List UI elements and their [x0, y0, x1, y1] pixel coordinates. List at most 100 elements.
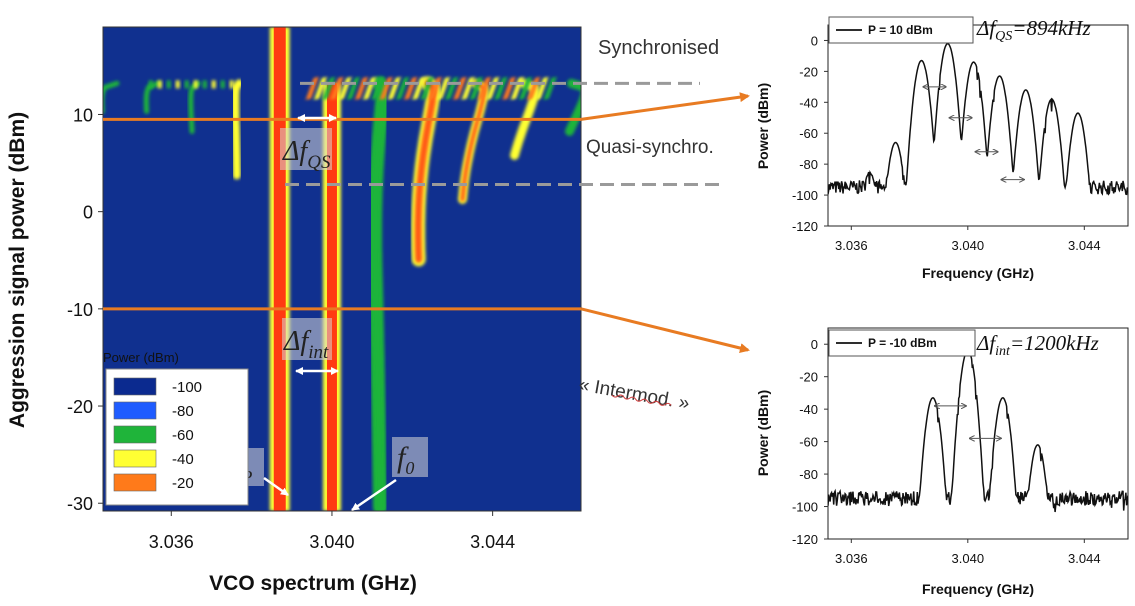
- annotation-df-int: Δfint: [282, 318, 339, 375]
- region-label-intermod: « Intermod. »: [577, 374, 691, 414]
- x-tick-label: 3.036: [835, 238, 868, 253]
- connector-arrow-upper: [580, 92, 750, 121]
- heatmap-x-ticks: 3.036 3.040 3.044: [149, 511, 515, 552]
- y-tick-label: -100: [792, 500, 818, 515]
- sync-stripe: [518, 77, 532, 100]
- spectrum-m10-y-label: Power (dBm): [755, 390, 771, 476]
- sync-stripe-left: [193, 80, 198, 89]
- y-tick-label: -80: [799, 467, 818, 482]
- spectrum-trace-m10: [828, 349, 1128, 513]
- y-tick-label: 0: [811, 33, 818, 48]
- sync-stripe: [412, 77, 426, 100]
- upper-sideband-5: [565, 78, 581, 136]
- sync-stripe-left: [211, 80, 216, 89]
- x-tick-label: 3.044: [1068, 238, 1101, 253]
- legend-label: -80: [172, 403, 194, 420]
- legend-label: -40: [172, 451, 194, 468]
- legend-p10: P = 10 dBm: [828, 16, 974, 44]
- spacing-arrows-p10: [923, 87, 1023, 180]
- sync-stripe: [305, 77, 319, 100]
- y-tick-label: -120: [792, 219, 818, 234]
- heatmap-panel: Synchronised Quasi-synchro. « Intermod. …: [6, 26, 750, 595]
- sync-stripe-left: [202, 80, 207, 89]
- legend-label: -20: [172, 475, 194, 492]
- connector-arrow-lower: [580, 307, 750, 353]
- y-tick-label: -60: [799, 126, 818, 141]
- spectrum-panel-p10: P = 10 dBm ΔfQS=894kHz 3.036 3.040 3.044 0…: [755, 16, 1129, 281]
- lower-sideband-3: [143, 80, 161, 114]
- heatmap-x-label: VCO spectrum (GHz): [209, 572, 417, 595]
- legend-swatch: [113, 473, 157, 492]
- pump-tone-core: [273, 27, 286, 511]
- annotation-df-qs-value: ΔfQS=894kHz: [976, 16, 1091, 44]
- y-tick-label: -40: [799, 402, 818, 417]
- sync-stripe: [330, 77, 344, 100]
- svg-text:Power (dBm): Power (dBm): [103, 350, 179, 365]
- upper-sideband-core-2: [414, 79, 437, 263]
- y-tick-label: -20: [799, 64, 818, 79]
- sync-stripe-left: [229, 80, 234, 89]
- spectrum-trace-p10: [828, 42, 1128, 196]
- x-tick-label: 3.044: [1068, 551, 1101, 566]
- spectrum-p10-x-ticks: 3.036 3.040 3.044: [835, 226, 1101, 253]
- legend-label: -60: [172, 427, 194, 444]
- legend-swatch: [113, 449, 157, 468]
- y-tick-label: -20: [799, 370, 818, 385]
- svg-text:ΔfQS: ΔfQS: [282, 136, 331, 173]
- spectrum-p10-y-label: Power (dBm): [755, 83, 771, 169]
- sync-stripe: [453, 77, 467, 100]
- x-tick-label: 3.040: [309, 532, 354, 552]
- y-tick-label: 10: [73, 105, 93, 125]
- y-tick-label: -80: [799, 157, 818, 172]
- region-label-quasi: Quasi-synchro.: [586, 137, 714, 158]
- lower-sideband-4: [103, 80, 120, 114]
- x-tick-label: 3.044: [470, 532, 515, 552]
- annotation-df-int-value: Δfint=1200kHz: [976, 331, 1099, 359]
- y-tick-label: 0: [83, 203, 93, 223]
- legend-swatch: [113, 377, 157, 396]
- spacing-arrows-m10: [935, 406, 1001, 438]
- spectrum-p10-y-ticks: 0 -20 -40 -60 -80 -100 -120: [792, 33, 828, 234]
- vco-tone-core: [326, 83, 337, 511]
- upper-sideband-core-1: [371, 79, 387, 511]
- y-tick-label: -20: [67, 397, 93, 417]
- legend-swatch: [113, 401, 157, 420]
- svg-text:P = -10 dBm: P = -10 dBm: [868, 336, 937, 350]
- region-label-synchronised: Synchronised: [598, 37, 719, 59]
- legend-swatch: [113, 425, 157, 444]
- sync-stripe: [477, 77, 491, 100]
- sync-stripe-left: [184, 80, 189, 89]
- y-tick-label: -30: [67, 494, 93, 514]
- x-tick-label: 3.036: [149, 532, 194, 552]
- annotation-df-qs: ΔfQS: [280, 114, 337, 173]
- sync-stripe: [346, 77, 360, 100]
- y-tick-label: -100: [792, 188, 818, 203]
- sync-stripe-left: [175, 80, 180, 89]
- sync-stripe: [494, 77, 508, 100]
- x-tick-label: 3.036: [835, 551, 868, 566]
- spectrum-panel-m10: P = -10 dBm Δfint=1200kHz 3.036 3.040 3.04…: [755, 327, 1129, 597]
- y-tick-label: -10: [67, 300, 93, 320]
- sync-stripe-left: [220, 80, 225, 89]
- spectrum-m10-x-label: Frequency (GHz): [922, 581, 1034, 597]
- annotation-f0: f0: [351, 437, 428, 512]
- spellcheck-underline: [611, 394, 672, 406]
- heatmap-legend: Power (dBm) -100 -80 -60 -40 -20: [103, 350, 249, 506]
- svg-text:Δfint: Δfint: [283, 326, 329, 363]
- sync-stripe-left: [148, 80, 153, 89]
- y-tick-label: 0: [811, 337, 818, 352]
- y-tick-label: -120: [792, 532, 818, 547]
- lower-sideband-2: [188, 80, 201, 134]
- spectrum-p10-x-label: Frequency (GHz): [922, 265, 1034, 281]
- sync-stripe-left: [157, 80, 162, 89]
- sync-stripe: [535, 77, 549, 100]
- heatmap-y-ticks: 10 0 -10 -20 -30: [67, 105, 103, 514]
- spectrum-m10-y-ticks: 0 -20 -40 -60 -80 -100 -120: [792, 337, 828, 547]
- heatmap-y-label: Aggression signal power (dBm): [6, 112, 29, 428]
- lower-sideband-1: [231, 79, 244, 180]
- sync-stripe: [371, 77, 385, 100]
- x-tick-label: 3.040: [952, 238, 985, 253]
- svg-text:P = 10 dBm: P = 10 dBm: [868, 23, 933, 37]
- y-tick-label: -40: [799, 95, 818, 110]
